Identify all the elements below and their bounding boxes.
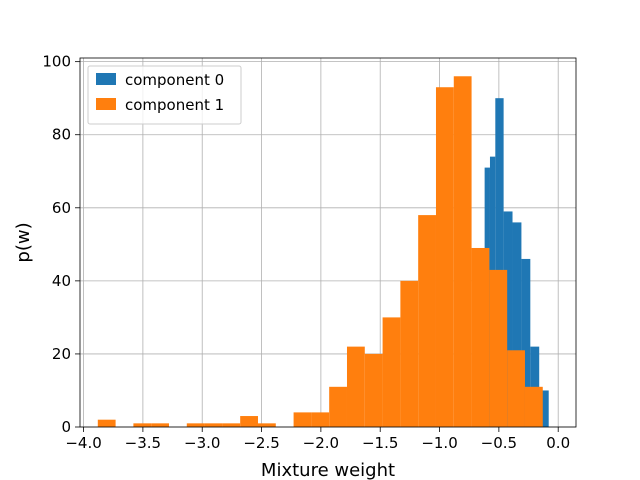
y-tick-label: 80 <box>52 126 71 144</box>
histogram-bar-component-1 <box>222 423 241 427</box>
x-axis-label: Mixture weight <box>261 460 395 480</box>
plot-frame <box>79 57 577 428</box>
x-tick-label: −4.0 <box>65 434 101 452</box>
histogram-bar-component-1 <box>329 386 347 427</box>
histogram-bar-component-1 <box>133 423 152 427</box>
histogram-bar-component-0 <box>495 98 504 428</box>
histogram-bar-component-1 <box>453 76 472 427</box>
y-tick-label: 40 <box>52 272 71 290</box>
histogram-bar-component-1 <box>382 317 401 427</box>
histogram-bar-component-1 <box>507 350 525 427</box>
histogram-bar-component-1 <box>489 269 508 427</box>
histogram-bar-component-1 <box>435 87 454 427</box>
legend-swatch-component-1 <box>96 98 116 110</box>
histogram-bar-component-1 <box>471 247 490 427</box>
x-tick-label: −2.0 <box>303 434 339 452</box>
histogram-bar-component-0 <box>521 258 531 427</box>
legend-label-component-0: component 0 <box>125 71 224 89</box>
legend-swatch-component-0 <box>96 73 116 85</box>
legend-label-component-1: component 1 <box>125 96 224 114</box>
x-tick-label: −3.5 <box>125 434 161 452</box>
legend: component 0 component 1 <box>87 65 242 125</box>
histogram-bar-component-0 <box>512 222 522 427</box>
x-tick-label: −1.5 <box>362 434 398 452</box>
histogram-bar-component-1 <box>240 416 258 427</box>
histogram-bar-component-1 <box>97 419 116 427</box>
y-tick-label: 60 <box>52 199 71 217</box>
histogram-bar-component-1 <box>204 423 223 427</box>
histogram-bar-component-1 <box>151 423 169 427</box>
histogram-bar-component-1 <box>257 423 276 427</box>
legend-box <box>87 65 242 125</box>
y-tick-label: 0 <box>61 418 71 436</box>
y-axis-label: p(w) <box>13 222 34 262</box>
histogram-bar-component-1 <box>418 215 436 427</box>
x-tick-label: −0.5 <box>481 434 517 452</box>
histogram-bar-component-1 <box>524 386 543 427</box>
x-tick-label: 0.0 <box>546 434 570 452</box>
histogram-bar-component-1 <box>346 346 365 427</box>
x-tick-label: −2.5 <box>243 434 279 452</box>
bars <box>97 76 549 428</box>
histogram-bar-component-0 <box>539 390 549 427</box>
x-tick-label: −1.0 <box>421 434 457 452</box>
x-tick-label: −3.0 <box>184 434 220 452</box>
x-axis-ticks: −4.0 −3.5 −3.0 −2.5 −2.0 −1.5 −1.0 −0.5 0.0 <box>65 427 570 452</box>
histogram-bar-component-1 <box>293 412 312 427</box>
y-tick-label: 100 <box>42 53 71 71</box>
histogram-bar-component-0 <box>503 211 513 427</box>
y-tick-label: 20 <box>52 345 71 363</box>
y-axis-ticks: 0 20 40 60 80 100 <box>42 53 80 436</box>
histogram-bar-component-1 <box>364 353 383 427</box>
histogram-bar-component-1 <box>311 412 330 427</box>
histogram-bar-component-1 <box>186 423 205 427</box>
histogram-bar-component-1 <box>400 280 419 427</box>
